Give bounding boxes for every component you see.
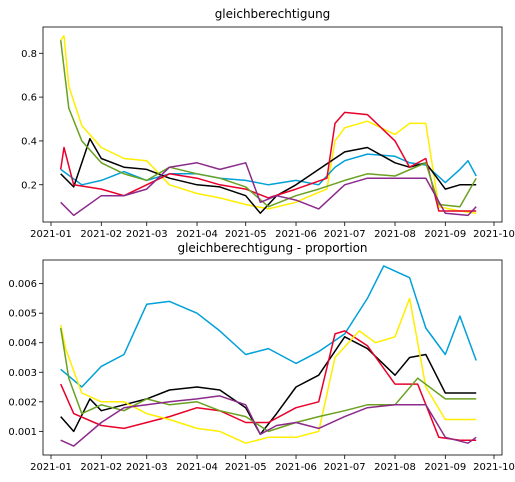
x-tick-label: 2021-01 <box>30 229 72 240</box>
y-tick-label: 0.2 <box>21 180 37 191</box>
y-tick-label: 0.002 <box>8 397 37 408</box>
y-tick-label: 0.006 <box>8 279 37 290</box>
x-tick-label: 2021-03 <box>126 462 168 473</box>
series-line-1 <box>60 336 477 436</box>
series-line-4 <box>59 327 477 433</box>
y-tick-label: 0.005 <box>8 309 37 320</box>
x-tick-label: 2021-10 <box>473 229 515 240</box>
chart-gleichberechtigung: gleichberechtigung 2021-01 2021-02 2021-03 2… <box>21 7 515 240</box>
series-line-3 <box>59 297 477 444</box>
x-tick-label: 2021-03 <box>126 229 168 240</box>
y-tick-label: 0.001 <box>8 427 37 438</box>
y-tick-label: 0.4 <box>21 136 37 147</box>
x-tick-label: 2021-08 <box>374 462 416 473</box>
y-tick-label: 0.6 <box>21 93 37 104</box>
series-line-5 <box>60 395 477 447</box>
x-tick-label: 2021-08 <box>374 229 416 240</box>
series-line-5 <box>60 162 477 217</box>
x-tick-label: 2021-05 <box>225 229 267 240</box>
series-line-0 <box>60 265 477 388</box>
chart-title: gleichberechtigung <box>215 7 331 21</box>
x-tick-label: 2021-04 <box>176 229 218 240</box>
x-tick-label: 2021-06 <box>275 229 317 240</box>
series-line-1 <box>60 153 477 186</box>
y-tick-label: 0.004 <box>8 338 37 349</box>
plot-frame <box>42 259 503 456</box>
y-tick-label: 0.8 <box>21 49 37 60</box>
x-tick-label: 2021-06 <box>275 462 317 473</box>
y-tick-label: 0.003 <box>8 368 37 379</box>
x-tick-label: 2021-07 <box>324 229 366 240</box>
series-line-3 <box>59 111 477 212</box>
chart-title: gleichberechtigung - proportion <box>177 241 367 255</box>
series-line-0 <box>60 35 477 214</box>
series-line-2 <box>60 137 477 214</box>
x-tick-label: 2021-02 <box>80 229 122 240</box>
x-tick-label: 2021-02 <box>80 462 122 473</box>
x-tick-label: 2021-10 <box>473 462 515 473</box>
x-tick-label: 2021-09 <box>424 229 466 240</box>
plot-frame <box>42 26 503 223</box>
chart-gleichberechtigung-proportion: gleichberechtigung - proportion 2021-01 20… <box>8 241 515 473</box>
x-tick-label: 2021-07 <box>324 462 366 473</box>
x-tick-label: 2021-05 <box>225 462 267 473</box>
x-tick-label: 2021-04 <box>176 462 218 473</box>
x-tick-label: 2021-01 <box>30 462 72 473</box>
series-line-4 <box>59 40 477 208</box>
series-line-2 <box>60 330 477 441</box>
x-tick-label: 2021-09 <box>424 462 466 473</box>
